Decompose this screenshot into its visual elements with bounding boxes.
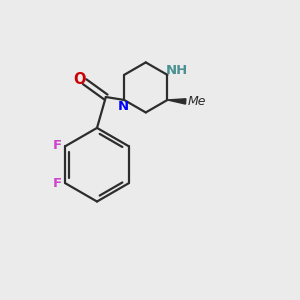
Text: F: F [52,177,62,190]
Text: N: N [118,100,129,113]
Text: NH: NH [166,64,188,77]
Polygon shape [167,99,186,104]
Text: F: F [52,139,62,152]
Text: Me: Me [188,95,206,108]
Text: O: O [73,72,86,87]
